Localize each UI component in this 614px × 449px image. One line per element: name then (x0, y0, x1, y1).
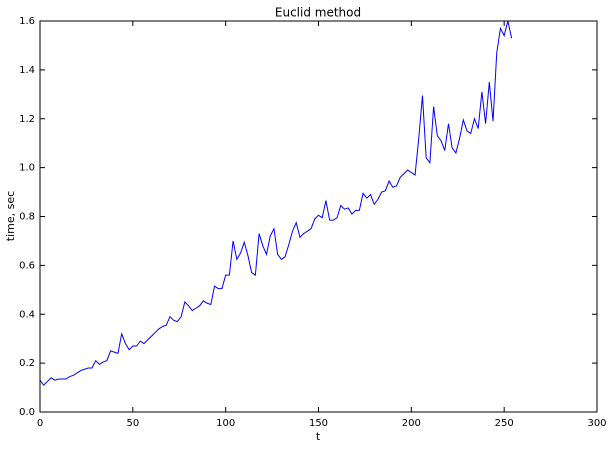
chart-title: Euclid method (275, 6, 361, 20)
x-axis-label: t (316, 430, 321, 443)
x-tick-label: 150 (309, 418, 328, 429)
x-tick-label: 100 (216, 418, 235, 429)
data-line (39, 20, 513, 386)
y-tick-label: 0.6 (19, 260, 35, 271)
plot-frame (39, 20, 598, 413)
y-tick-label: 1.6 (19, 16, 35, 27)
y-axis-label: time, sec (4, 191, 17, 241)
y-tick-label: 0.4 (19, 309, 35, 320)
y-tick-label: 0.0 (19, 407, 35, 418)
x-tick-label: 200 (402, 418, 421, 429)
x-tick-label: 0 (37, 418, 43, 429)
y-tick-label: 1.0 (19, 163, 35, 174)
x-tick-label: 300 (587, 418, 606, 429)
y-tick-label: 0.8 (19, 212, 35, 223)
y-tick-label: 0.2 (19, 358, 35, 369)
x-tick-label: 250 (495, 418, 514, 429)
y-tick-label: 1.4 (19, 65, 35, 76)
x-tick-label: 50 (126, 418, 139, 429)
y-tick-label: 1.2 (19, 114, 35, 125)
